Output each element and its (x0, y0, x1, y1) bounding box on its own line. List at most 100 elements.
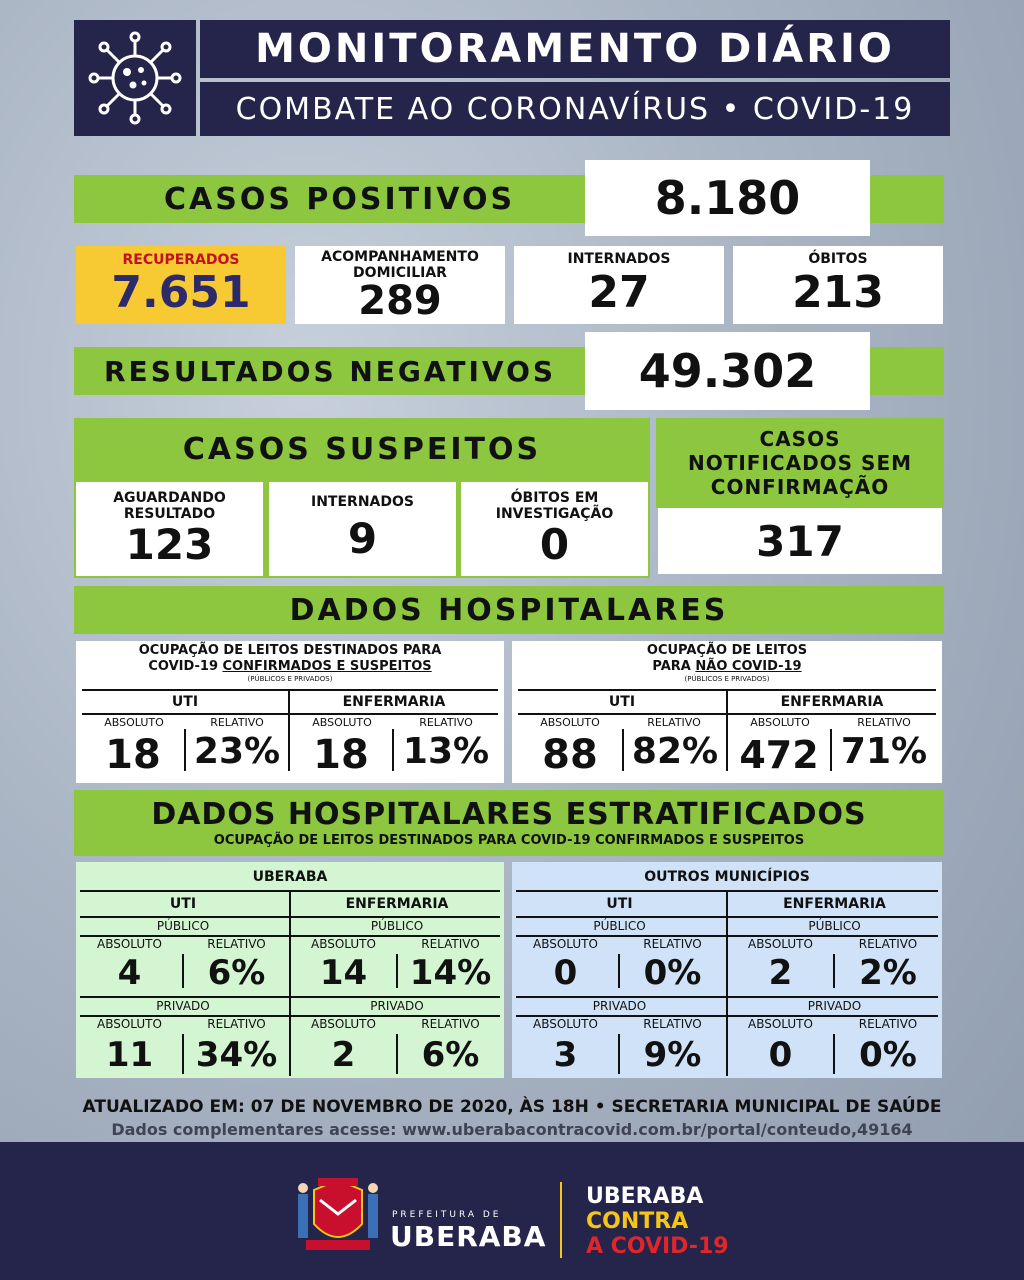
uberaba-enf-priv-abs: 2 (331, 1035, 356, 1075)
covid-uti-abs: 18 (105, 732, 161, 778)
nao-covid-enf-rel: 71% (840, 730, 928, 772)
virus-icon-box (74, 20, 196, 136)
negativos-label: RESULTADOS NEGATIVOS (104, 354, 557, 388)
footer: PREFEITURA DE UBERABA UBERABA CONTRA A C… (0, 1142, 1024, 1280)
outros-abs-label: ABSOLUTO (533, 1017, 598, 1031)
outros-rel-label: RELATIVO (643, 1017, 702, 1031)
domiciliar-value: 289 (358, 278, 442, 324)
outros-rel-label: RELATIVO (643, 937, 702, 951)
nao-covid-title-line1: OCUPAÇÃO DE LEITOS (646, 643, 808, 658)
notificados-label: CASOS NOTIFICADOS SEM CONFIRMAÇÃO (656, 418, 944, 508)
negativos-value: 49.302 (585, 332, 870, 410)
internados-label: INTERNADOS (567, 251, 671, 267)
aguardando-label: AGUARDANDO RESULTADO (113, 490, 226, 522)
outros-uti-publico: PÚBLICO (593, 919, 646, 933)
uberaba-uti-publico: PÚBLICO (156, 919, 210, 933)
outros-enf-priv-rel: 0% (859, 1035, 917, 1075)
recuperados-value: 7.651 (111, 267, 251, 318)
susp-obitos-card: ÓBITOS EM INVESTIGAÇÃO 0 (461, 482, 648, 576)
covid-enf-rel: 13% (402, 730, 490, 772)
internados-value: 27 (588, 267, 650, 318)
campaign-line1: UBERABA (586, 1184, 704, 1209)
nao-covid-uti-rel: 82% (631, 730, 719, 772)
aguardando-card: AGUARDANDO RESULTADO 123 (76, 482, 263, 576)
uberaba-enf-publico: PÚBLICO (370, 919, 424, 933)
nao-covid-occupancy-table: OCUPAÇÃO DE LEITOS PARA NÃO COVID-19 (PÚ… (512, 641, 942, 783)
covid-uti-rel: 23% (193, 730, 281, 772)
uberaba-enf-pub-rel: 14% (409, 953, 492, 993)
covid-enf-abs: 18 (313, 732, 369, 778)
uberaba-enf-privado: PRIVADO (370, 999, 424, 1013)
prefeitura-small: PREFEITURA DE (392, 1210, 502, 1220)
uberaba-abs-label: ABSOLUTO (311, 937, 376, 951)
susp-obitos-label: ÓBITOS EM INVESTIGAÇÃO (495, 490, 614, 522)
covid-title-line2b: CONFIRMADOS E SUSPEITOS (222, 659, 432, 674)
suspeitos-label: CASOS SUSPEITOS (182, 431, 542, 467)
uberaba-rel-label: RELATIVO (421, 937, 480, 951)
outros-title: OUTROS MUNICÍPIOS (644, 869, 810, 885)
uberaba-uti-priv-abs: 11 (105, 1035, 154, 1075)
uberaba-uti-privado: PRIVADO (156, 999, 210, 1013)
nao-covid-note: (PÚBLICOS E PRIVADOS) (684, 675, 770, 683)
outros-uti-priv-abs: 3 (553, 1035, 578, 1075)
obitos-label: ÓBITOS (808, 251, 868, 267)
nao-covid-title-line2b: NÃO COVID-19 (695, 659, 802, 674)
outros-enf-priv-abs: 0 (768, 1035, 793, 1075)
obitos-card: ÓBITOS 213 (733, 246, 943, 324)
uberaba-uti-pub-abs: 4 (117, 953, 142, 993)
casos-positivos-value: 8.180 (585, 160, 870, 236)
outros-uti-header: UTI (606, 896, 633, 912)
outros-abs-label: ABSOLUTO (748, 937, 813, 951)
uberaba-uti-priv-rel: 34% (195, 1035, 278, 1075)
covid-enf-header: ENFERMARIA (342, 694, 446, 710)
casos-positivos-label: CASOS POSITIVOS (164, 181, 516, 217)
campaign-line3: A COVID-19 (586, 1234, 729, 1259)
uberaba-abs-label: ABSOLUTO (97, 937, 162, 951)
covid-title-line1: OCUPAÇÃO DE LEITOS DESTINADOS PARA (138, 643, 442, 658)
outros-enf-publico: PÚBLICO (808, 919, 861, 933)
estratificados-band: DADOS HOSPITALARES ESTRATIFICADOS OCUPAÇ… (74, 790, 944, 856)
campaign-line2: CONTRA (586, 1209, 689, 1234)
recuperados-label: RECUPERADOS (122, 252, 240, 268)
uberaba-enf-pub-abs: 14 (319, 953, 368, 993)
covid-note: (PÚBLICOS E PRIVADOS) (247, 675, 333, 683)
outros-rel-label: RELATIVO (858, 937, 918, 951)
internados-card: INTERNADOS 27 (514, 246, 724, 324)
outros-uti-pub-abs: 0 (553, 953, 578, 993)
domiciliar-card: ACOMPANHAMENTO DOMICILIAR 289 (295, 246, 505, 324)
uberaba-title: UBERABA (252, 869, 328, 885)
uberaba-uti-pub-rel: 6% (207, 953, 266, 993)
susp-internados-label: INTERNADOS (311, 494, 414, 510)
covid-title-line2a: COVID-19 (148, 659, 223, 674)
susp-internados-card: INTERNADOS 9 (269, 482, 456, 576)
updated-text: ATUALIZADO EM: 07 DE NOVEMBRO DE 2020, À… (82, 1097, 942, 1117)
obitos-value: 213 (792, 267, 884, 318)
recuperados-card: RECUPERADOS 7.651 (76, 246, 286, 324)
page-subtitle: COMBATE AO CORONAVÍRUS • COVID-19 (200, 82, 950, 136)
notificados-value: 317 (658, 508, 942, 574)
outros-municipios-table: OUTROS MUNICÍPIOS UTI ENFERMARIA PÚBLICO PÚB… (512, 862, 942, 1078)
nao-covid-uti-abs: 88 (542, 732, 598, 778)
outros-uti-privado: PRIVADO (592, 999, 647, 1013)
outros-enf-header: ENFERMARIA (783, 896, 886, 912)
uberaba-rel-label: RELATIVO (207, 1017, 266, 1031)
susp-obitos-value: 0 (539, 520, 570, 569)
footer-divider (560, 1182, 562, 1258)
outros-uti-pub-rel: 0% (643, 953, 702, 993)
outros-enf-pub-abs: 2 (768, 953, 793, 993)
virus-icon (88, 31, 182, 125)
uberaba-rel-label: RELATIVO (421, 1017, 480, 1031)
estratificados-subtitle: OCUPAÇÃO DE LEITOS DESTINADOS PARA COVID… (213, 833, 805, 848)
prefeitura-big: UBERABA (390, 1220, 547, 1253)
outros-uti-priv-rel: 9% (643, 1035, 702, 1075)
covid-uti-abs-label: ABSOLUTO (104, 716, 164, 729)
nao-covid-enf-header: ENFERMARIA (780, 694, 884, 710)
outros-enf-pub-rel: 2% (859, 953, 917, 993)
page-title: MONITORAMENTO DIÁRIO (200, 20, 950, 78)
city-coat-of-arms-icon (298, 1178, 378, 1250)
nao-covid-enf-abs: 472 (739, 733, 819, 777)
uberaba-abs-label: ABSOLUTO (311, 1017, 376, 1031)
hospitalares-label: DADOS HOSPITALARES (74, 586, 944, 634)
uberaba-enf-header: ENFERMARIA (345, 896, 449, 912)
complementary-link[interactable]: Dados complementares acesse: www.uberaba… (111, 1119, 913, 1139)
